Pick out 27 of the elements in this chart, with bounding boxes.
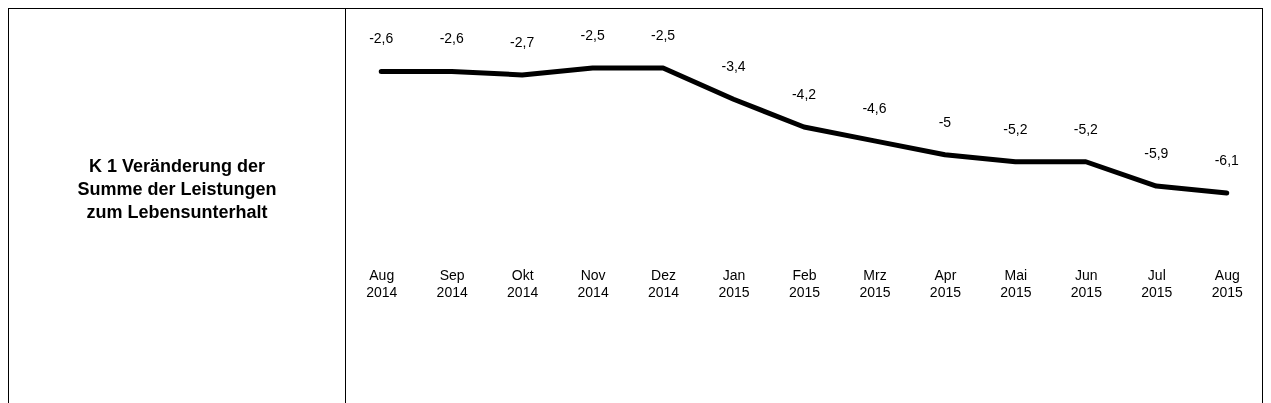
data-label: -5 <box>938 113 952 130</box>
data-label: -4,2 <box>791 86 817 103</box>
x-tick-label: Okt 2014 <box>507 266 539 300</box>
data-label: -2,5 <box>651 27 676 43</box>
x-tick-label: Dez 2014 <box>648 266 680 300</box>
x-tick-label: Apr 2015 <box>929 266 962 300</box>
x-tick-label: Feb 2015 <box>788 266 821 300</box>
data-label: -5,2 <box>1073 120 1099 137</box>
x-tick-label: Jul 2015 <box>1141 266 1173 300</box>
x-tick-label: Jan 2015 <box>718 266 750 300</box>
text: K 1 Veränderung der Summe der Leistungen zum Lebensunterhalt <box>76 155 278 224</box>
data-label: -5,9 <box>1144 145 1169 162</box>
x-tick-label: Aug 2014 <box>366 266 398 300</box>
data-label: -4,6 <box>862 99 887 116</box>
x-tick-label: Jun 2015 <box>1070 266 1103 300</box>
x-tick-label: Mrz 2015 <box>859 266 891 300</box>
data-label: -2,6 <box>439 30 464 47</box>
x-tick-label: Nov 2014 <box>577 266 609 300</box>
x-tick-label: Sep 2014 <box>436 266 468 300</box>
data-label: -2,5 <box>580 27 605 43</box>
data-label: -5,2 <box>1003 120 1028 137</box>
data-label: -3,4 <box>721 58 746 75</box>
data-label: -2,6 <box>369 30 394 47</box>
data-label: -2,7 <box>510 33 535 50</box>
x-tick-label: Aug 2015 <box>1211 266 1244 300</box>
x-tick-label: Mai 2015 <box>1000 266 1032 300</box>
data-label: -6,1 <box>1214 152 1240 168</box>
